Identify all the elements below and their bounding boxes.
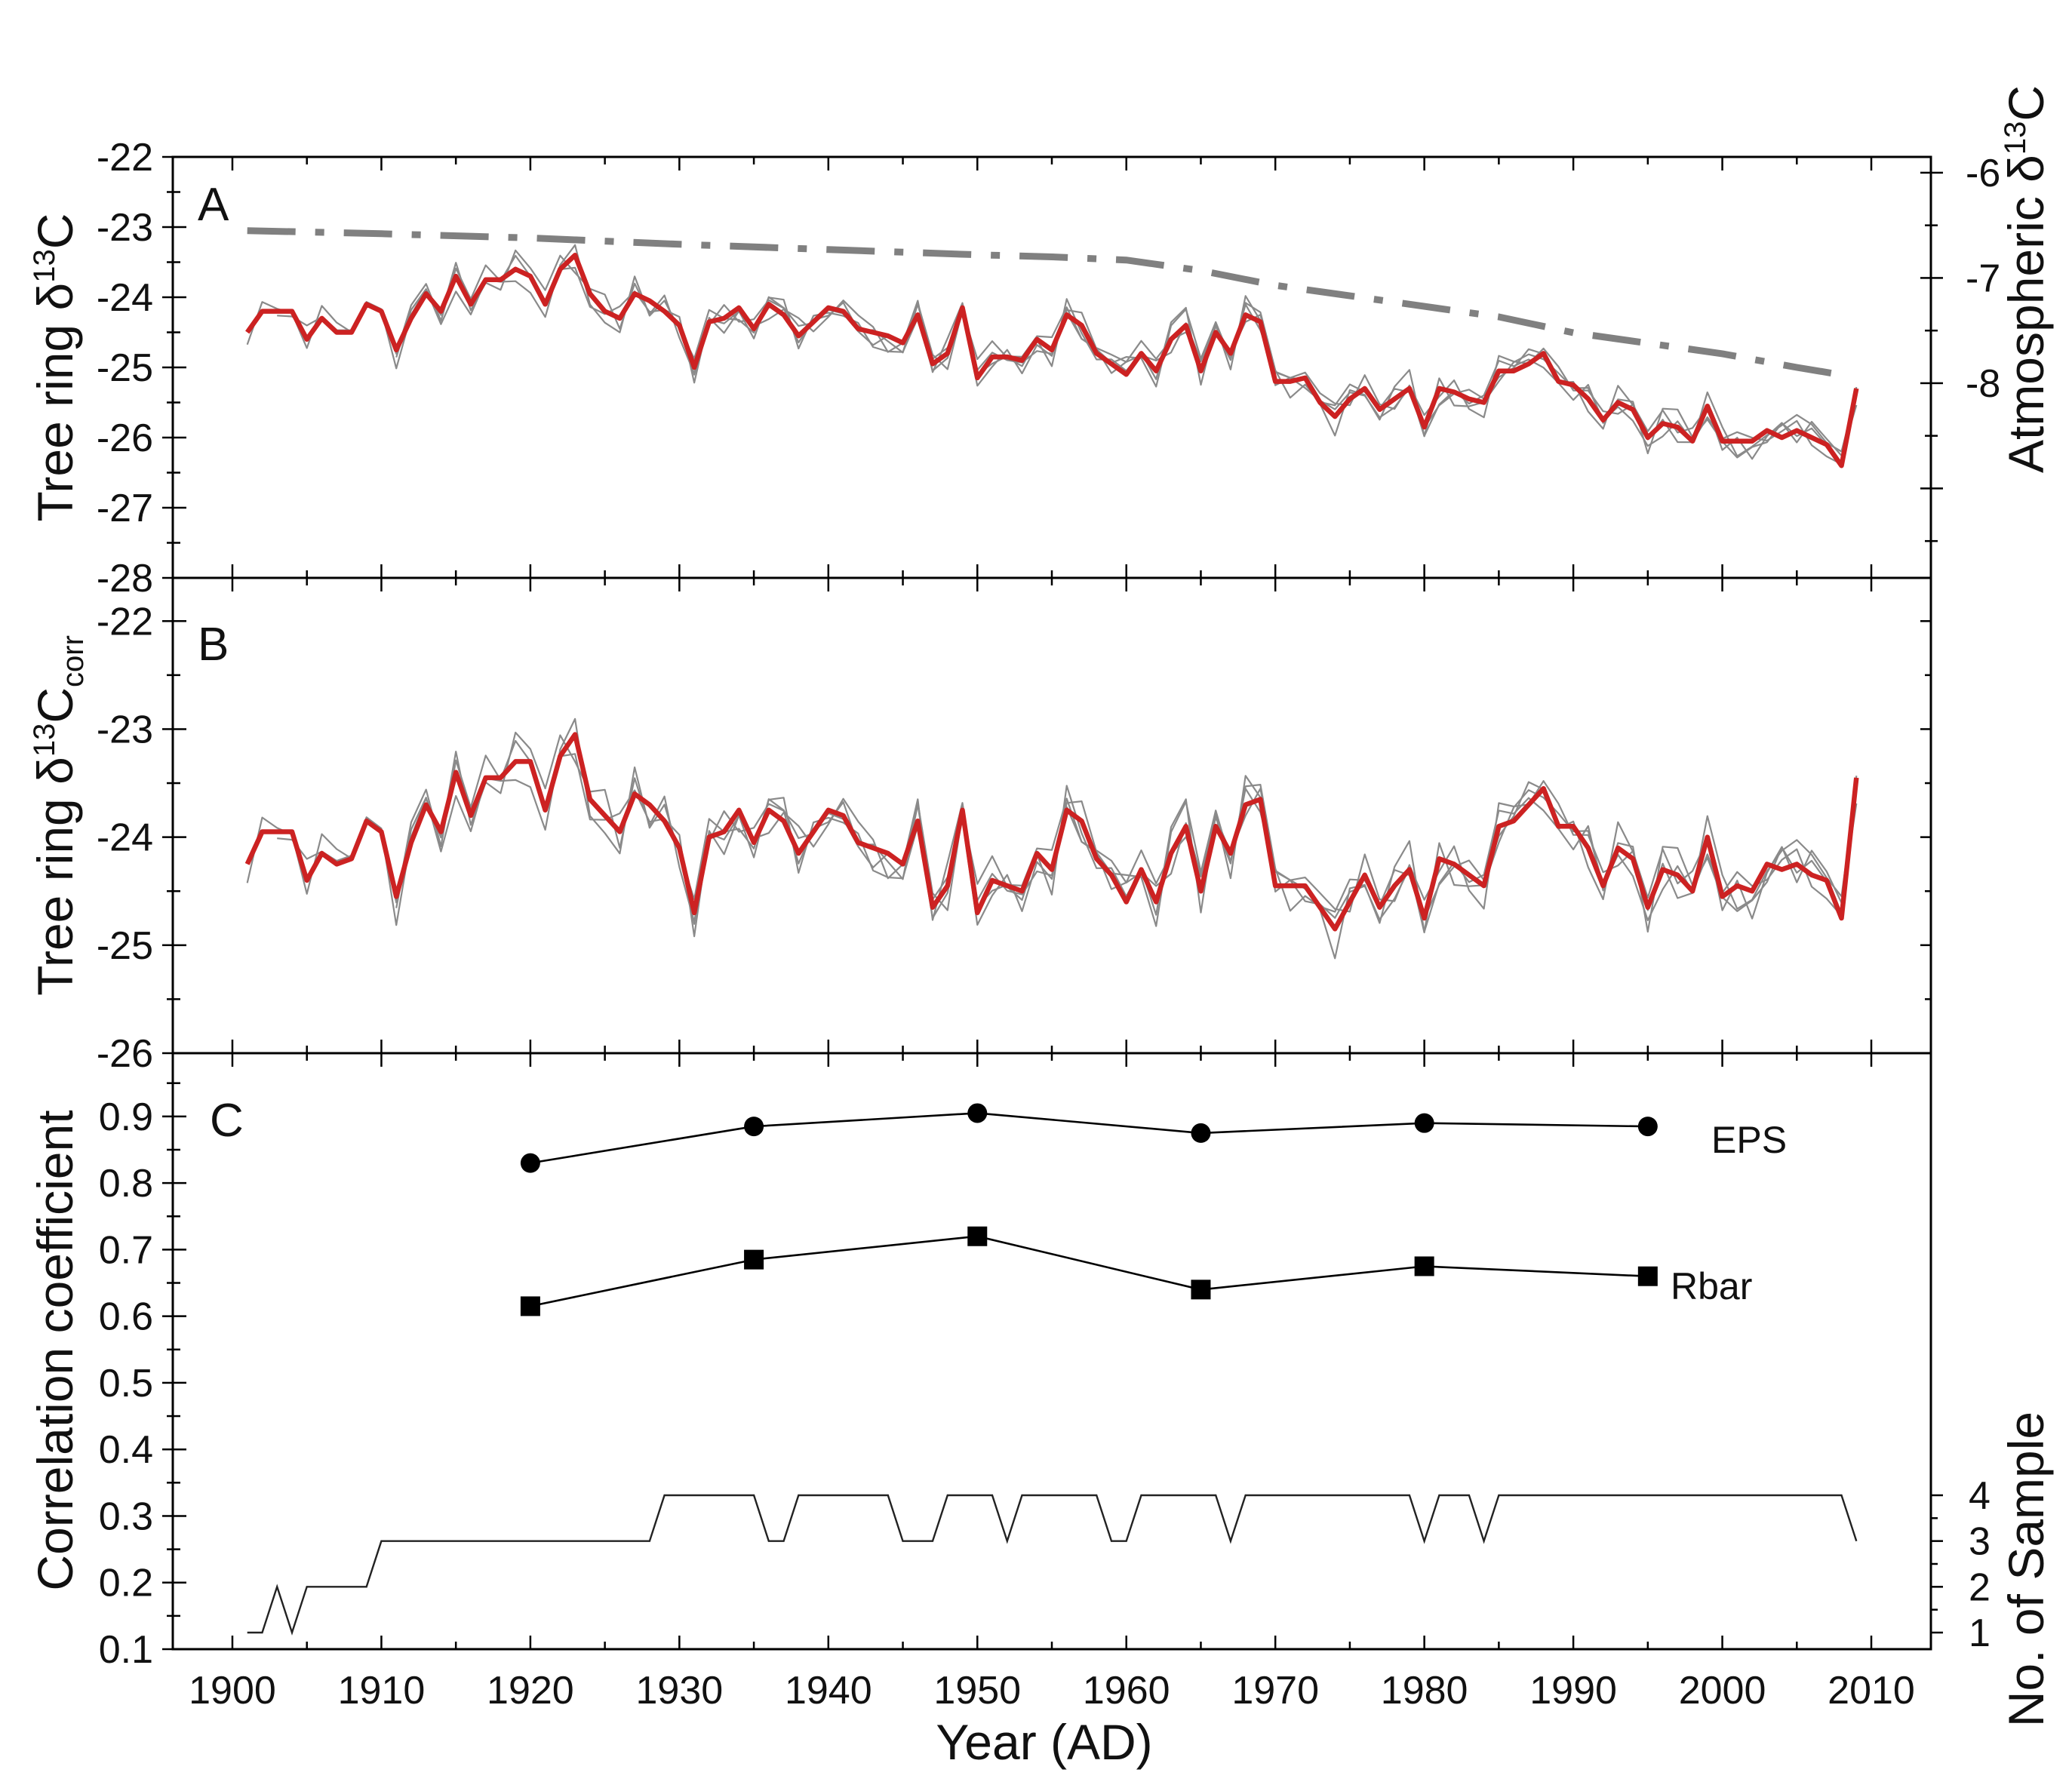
- x-tick-label: 1950: [933, 1669, 1021, 1713]
- panel-c-y-tick-label: 0.3: [99, 1495, 153, 1538]
- panel-b-tree-series-1: [246, 731, 1858, 960]
- panel-a-mean-series-line: [245, 252, 1859, 468]
- panel-c-y2-tick-label: 1: [1969, 1611, 1991, 1655]
- eps-point: [744, 1117, 764, 1137]
- panel-a-y-tick-label: -23: [97, 206, 153, 250]
- panel-b-letter: B: [198, 619, 229, 671]
- panel-c-y-tick-label: 0.4: [99, 1428, 153, 1472]
- panel-a-y-tick-label: -25: [97, 346, 153, 390]
- x-tick-label: 1910: [338, 1669, 426, 1713]
- x-tick-label: 1960: [1083, 1669, 1170, 1713]
- panel-a-y2-tick-label: -8: [1966, 362, 2000, 406]
- panel-b-plot: [244, 717, 1859, 960]
- eps-label: EPS: [1711, 1119, 1787, 1161]
- panel-b-y-tick-label: -25: [97, 924, 153, 968]
- panel-a-y-tick-label: -26: [97, 416, 153, 460]
- panel-a-y-tick-label: -22: [97, 136, 153, 180]
- x-tick-label: 1920: [487, 1669, 574, 1713]
- eps-point: [1191, 1123, 1211, 1143]
- panel-a-frame: [171, 155, 1932, 579]
- eps-line: [530, 1112, 1648, 1164]
- panel-a-letter: A: [198, 179, 229, 231]
- x-tick-label: 1930: [636, 1669, 724, 1713]
- sample-count-line: [247, 1494, 1858, 1636]
- panel-c-y-tick-label: 0.5: [99, 1362, 153, 1405]
- panel-c-y2-tick-label: 4: [1969, 1474, 1991, 1518]
- eps-point: [1637, 1117, 1658, 1137]
- panel-b-y-tick-label: -23: [97, 708, 153, 751]
- panel-b-y-tick-label: -26: [97, 1032, 153, 1076]
- panel-a-y-tick-label: -24: [97, 276, 153, 320]
- panel-b-frame: [171, 576, 1932, 1055]
- panel-b-y-tick-label: -22: [97, 600, 153, 644]
- x-tick-label: 1970: [1231, 1669, 1319, 1713]
- rbar-point: [967, 1226, 988, 1246]
- eps-point: [967, 1103, 988, 1123]
- panel-a-y2-tick-label: -7: [1966, 257, 2000, 300]
- panel-c-y2label: No. of Sample: [1998, 1412, 2054, 1727]
- panel-a-tree-series-1: [246, 249, 1858, 460]
- axis-ticks: 1900 1910 1920 1930 1940 1950 1960 1970 1980 1990…: [97, 136, 2000, 1713]
- rbar-point: [744, 1249, 764, 1270]
- panel-c-y-tick-label: 0.2: [99, 1562, 153, 1605]
- panel-b-y-tick-label: -24: [97, 816, 153, 860]
- panel-b-ylabel: Tree ring δ13Ccorr: [27, 635, 90, 996]
- panel-c-plot: [247, 1103, 1858, 1636]
- panel-c-y-tick-label: 0.7: [99, 1228, 153, 1272]
- x-tick-label: 1900: [189, 1669, 276, 1713]
- panel-a-y2label: Atmospheric δ13C: [1998, 85, 2054, 473]
- x-tick-label: 2010: [1828, 1669, 1915, 1713]
- rbar-label: Rbar: [1671, 1265, 1752, 1307]
- x-axis-label: Year (AD): [936, 1714, 1152, 1770]
- rbar-point: [520, 1296, 540, 1316]
- panel-a-y-tick-label: -27: [97, 487, 153, 530]
- panel-b-tree-series-2: [277, 739, 1858, 938]
- rbar-point: [1637, 1266, 1658, 1286]
- panel-c-letter: C: [210, 1095, 244, 1147]
- eps-point: [520, 1153, 540, 1173]
- panel-a-plot: [245, 227, 1859, 468]
- panel-c-y-tick-label: 0.9: [99, 1095, 153, 1139]
- panel-a-tree-series-3: [395, 244, 1858, 465]
- panel-a-tree-series-2: [277, 254, 1858, 457]
- rbar-line: [530, 1235, 1648, 1307]
- panel-a-ylabel: Tree ring δ13C: [27, 214, 83, 522]
- panel-c-y2-tick-label: 2: [1969, 1565, 1991, 1609]
- panel-c-y-tick-label: 0.8: [99, 1162, 153, 1206]
- panel-b-mean-series-line: [244, 732, 1859, 932]
- panel-c-frame: [171, 1052, 1932, 1651]
- x-tick-label: 1990: [1529, 1669, 1617, 1713]
- x-tick-label: 2000: [1679, 1669, 1766, 1713]
- panel-c-ylabel: Correlation coefficient: [27, 1110, 83, 1590]
- rbar-point: [1191, 1280, 1211, 1300]
- rbar-point: [1414, 1256, 1434, 1276]
- eps-point: [1414, 1113, 1434, 1133]
- panel-a-y-tick-label: -28: [97, 557, 153, 601]
- x-tick-label: 1980: [1381, 1669, 1468, 1713]
- panel-c-y-tick-label: 0.6: [99, 1295, 153, 1339]
- x-tick-label: 1940: [785, 1669, 872, 1713]
- panel-c-y2-tick-label: 3: [1969, 1520, 1991, 1564]
- atmospheric-d13c-line: [247, 227, 1843, 379]
- panel-a-y2-tick-label: -6: [1966, 152, 2000, 195]
- panel-c-y-tick-label: 0.1: [99, 1628, 153, 1672]
